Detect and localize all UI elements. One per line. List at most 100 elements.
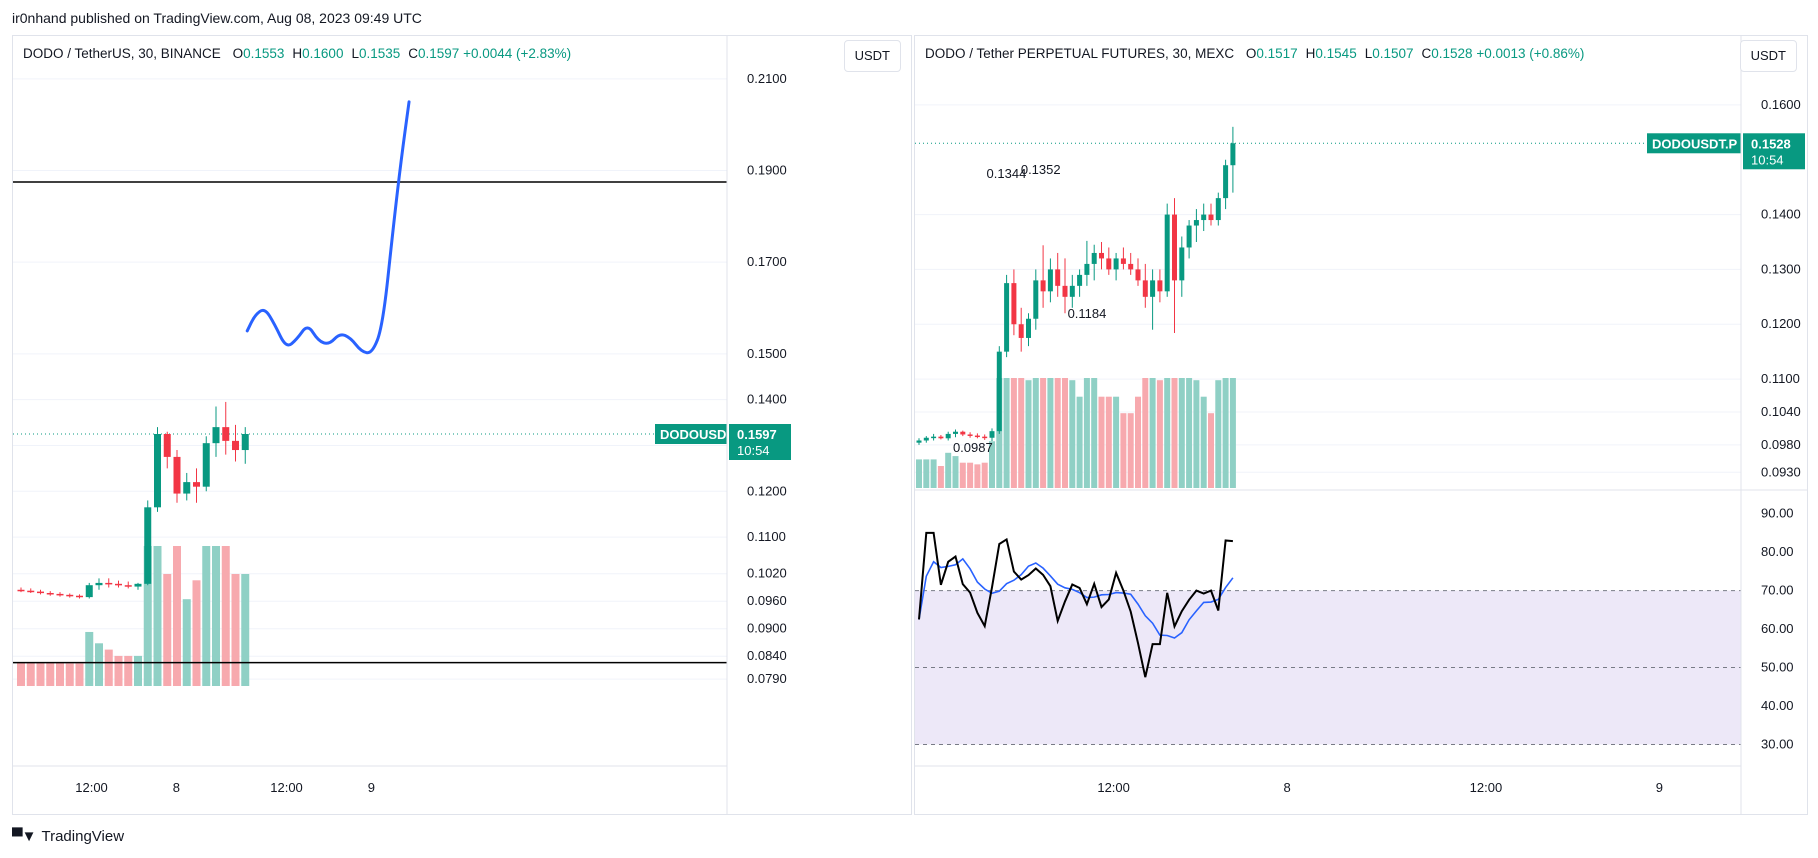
price-tag-text: 0.1597 [737, 427, 777, 442]
volume-bar [56, 662, 64, 686]
candle-body [1004, 283, 1010, 352]
candle-body [967, 434, 973, 436]
right-ohlc: O0.1517 H0.1545 L0.1507 C0.1528 [1238, 46, 1476, 61]
symbol-tag [655, 424, 727, 444]
volume-bar [1149, 378, 1156, 488]
volume-bar [930, 459, 937, 488]
x-tick-label: 12:00 [1470, 780, 1503, 795]
price-tag-text: 0.1528 [1751, 136, 1791, 151]
candle-body [1223, 165, 1229, 199]
ohlc-key: H [1305, 46, 1316, 61]
volume-bar [952, 456, 959, 488]
volume-bar [1098, 396, 1105, 488]
candle-body [916, 440, 922, 443]
candle-body [1055, 269, 1061, 286]
x-tick-label: 12:00 [1097, 780, 1130, 795]
volume-bar [916, 459, 922, 488]
candle-body [85, 585, 93, 598]
candle-body [124, 585, 132, 587]
right-change: +0.0013 (+0.86%) [1476, 46, 1585, 61]
volume-bar [1018, 378, 1025, 488]
volume-bar [1164, 378, 1171, 488]
candle-body [1142, 280, 1148, 297]
y-tick-label: 0.0930 [1761, 464, 1801, 479]
rsi-line [918, 531, 1233, 678]
volume-bar [1222, 378, 1229, 488]
right-symbol: DODO / Tether PERPETUAL FUTURES, 30, MEX… [925, 46, 1235, 61]
volume-bar [124, 655, 133, 686]
candle-body [183, 482, 191, 494]
candle-body [1157, 280, 1163, 292]
candle-body [1179, 247, 1185, 281]
right-legend: DODO / Tether PERPETUAL FUTURES, 30, MEX… [925, 46, 1584, 61]
right-chart-panel[interactable]: 0.1600 0.1400 0.1300 0.1200 0.1100 0.1040 0.09… [914, 35, 1808, 815]
candle-body [1208, 214, 1214, 221]
candle-body [222, 427, 230, 441]
ohlc-key: C [408, 46, 419, 61]
symbol-tag-text: DODOUSDT [660, 427, 734, 442]
rsi-tick-label: 60.00 [1761, 621, 1794, 636]
y-tick-label: 0.1200 [1761, 316, 1801, 331]
candle-body [960, 431, 966, 435]
x-tick-label: 8 [173, 780, 180, 795]
tradingview-brand: TradingView [41, 828, 125, 845]
volume-bar [1010, 378, 1017, 488]
y-tick-label: 0.1100 [747, 529, 786, 544]
left-chart-canvas[interactable]: 0.21000.19000.17000.15000.14000.13000.12… [13, 36, 911, 814]
candle-body [982, 436, 988, 439]
volume-bar [974, 464, 981, 488]
x-tick-label: 8 [1284, 780, 1291, 795]
left-chart-panel[interactable]: 0.21000.19000.17000.15000.14000.13000.12… [12, 35, 912, 815]
candle-body [1047, 269, 1053, 292]
candle-body [202, 443, 210, 487]
ohlc-value: 0.1553 [243, 46, 285, 61]
candle-body [1215, 198, 1221, 221]
right-currency-button[interactable]: USDT [1739, 40, 1797, 72]
right-chart-canvas[interactable]: 0.1600 0.1400 0.1300 0.1200 0.1100 0.1040 0.09… [915, 36, 1807, 814]
volume-bar [163, 574, 172, 686]
volume-bar [173, 546, 181, 686]
rsi-tick-label: 40.00 [1761, 698, 1794, 713]
candle-body [945, 433, 951, 439]
tradingview-footer[interactable]: ▀▼ TradingView [12, 828, 124, 845]
volume-bar [1054, 378, 1061, 488]
volume-bar [1135, 396, 1141, 488]
publisher-line: ir0nhand published on TradingView.com, A… [12, 10, 422, 26]
volume-bar [1091, 378, 1098, 488]
ohlc-value: 0.1545 [1315, 46, 1357, 61]
candle-body [1113, 258, 1119, 270]
candle-body [134, 583, 142, 587]
price-tag [1743, 133, 1805, 170]
y-tick-label: 0.1600 [1761, 97, 1801, 112]
candle-body [105, 582, 113, 585]
volume-bar [36, 662, 45, 686]
candle-body [1128, 263, 1134, 270]
ohlc-key: C [1421, 46, 1432, 61]
price-annotation: 0.1184 [1068, 306, 1107, 321]
candle-body [996, 351, 1002, 432]
candle-body [37, 591, 44, 594]
candle-body [931, 436, 937, 439]
volume-bar [26, 662, 35, 686]
candle-body [76, 595, 83, 598]
left-currency-button[interactable]: USDT [843, 40, 901, 72]
rsi-ma-line [918, 557, 1234, 639]
candle-body [66, 594, 74, 597]
candle-body [173, 456, 181, 494]
y-tick-label: 0.0790 [747, 671, 787, 686]
x-tick-label: 9 [1656, 780, 1663, 795]
symbol-tag-text: DODOUSDT.P [1652, 136, 1738, 151]
candle-body [1164, 214, 1170, 292]
volume-bar [945, 452, 952, 488]
candle-body [144, 507, 152, 584]
candle-body [953, 431, 958, 434]
ohlc-value: 0.1507 [1372, 46, 1414, 61]
candle-body [1230, 143, 1236, 166]
volume-bar [1142, 378, 1149, 488]
candle-body [1135, 269, 1141, 281]
candle-body [974, 435, 980, 438]
candle-body [1018, 324, 1024, 338]
volume-bar [967, 462, 974, 488]
volume-bar [937, 466, 944, 488]
ohlc-key: O [1245, 46, 1257, 61]
